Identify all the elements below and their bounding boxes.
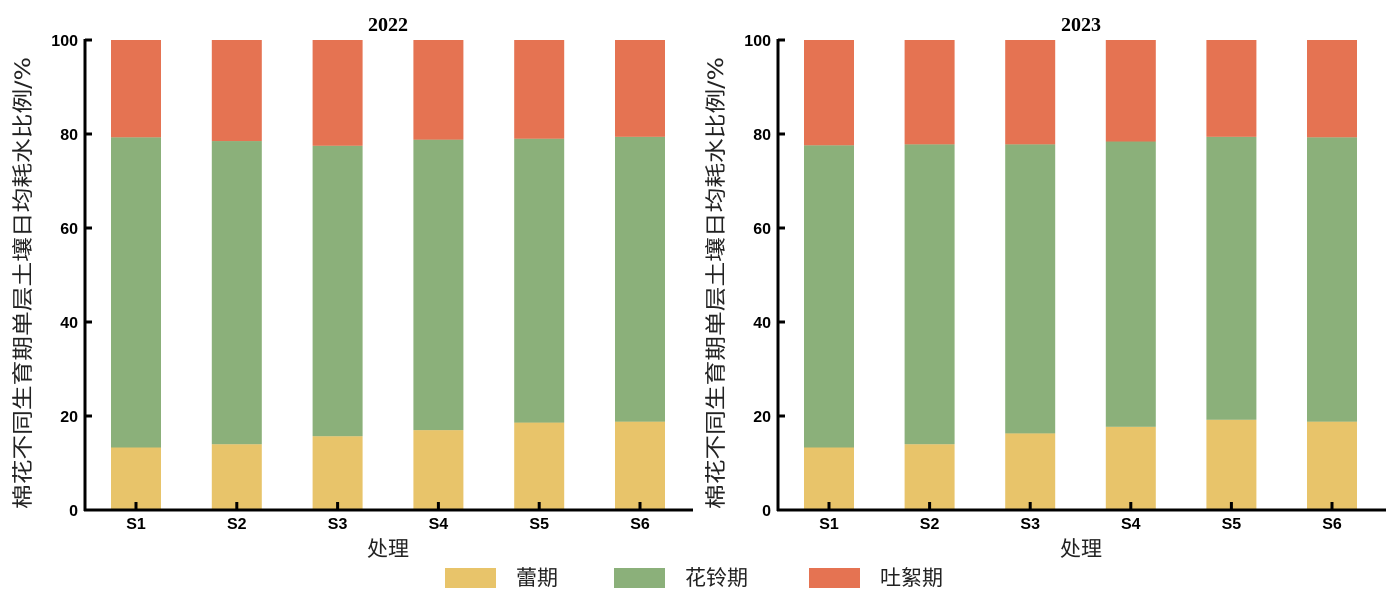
bar-segment-S6-蕾期 — [1307, 421, 1357, 510]
y-axis-label: 棉花不同生育期单层土壤日均耗水比例/% — [11, 57, 35, 509]
y-tick-label: 60 — [753, 221, 771, 238]
bar-segment-S3-蕾期 — [1005, 433, 1056, 510]
x-tick-label-S3: S3 — [1020, 516, 1040, 533]
chart-title: 2023 — [1061, 14, 1101, 36]
legend-label: 蕾期 — [516, 566, 558, 590]
x-axis-label: 处理 — [1060, 537, 1102, 561]
bar-segment-S1-蕾期 — [804, 447, 854, 510]
bar-segment-S4-花铃期 — [1105, 141, 1156, 427]
bar-segment-S5-吐絮期 — [514, 40, 565, 139]
y-tick-label: 80 — [753, 127, 771, 144]
y-tick-label: 100 — [744, 33, 771, 50]
bar-segment-S1-花铃期 — [804, 145, 854, 448]
bar-segment-S4-花铃期 — [413, 139, 464, 431]
y-tick-label: 80 — [60, 127, 78, 144]
bar-segment-S5-吐絮期 — [1206, 40, 1257, 137]
bar-segment-S2-吐絮期 — [211, 40, 262, 142]
legend-item-吐絮期: 吐絮期 — [809, 566, 943, 590]
bar-segment-S4-蕾期 — [1105, 426, 1156, 510]
bar-segment-S3-吐絮期 — [1005, 40, 1056, 145]
bar-segment-S6-吐絮期 — [615, 40, 665, 137]
y-tick-label: 60 — [60, 221, 78, 238]
legend-swatch — [445, 568, 496, 588]
bar-segment-S3-吐絮期 — [312, 40, 363, 146]
x-tick-label-S4: S4 — [429, 516, 449, 533]
legend: 蕾期 花铃期 吐絮期 — [445, 566, 943, 590]
legend-item-花铃期: 花铃期 — [614, 566, 748, 590]
bar-segment-S6-花铃期 — [615, 136, 665, 422]
y-tick-label: 40 — [60, 315, 78, 332]
y-tick-label: 20 — [60, 409, 78, 426]
legend-swatch — [614, 568, 665, 588]
x-tick-label-S2: S2 — [920, 516, 940, 533]
chart-panel-2023: 0 20 40 60 80 100 S1 S2 S3 S4 S5 S6 2023 处理 棉花不同生育期单层土… — [704, 14, 1386, 561]
y-tick-label: 20 — [753, 409, 771, 426]
legend-label: 吐絮期 — [880, 566, 943, 590]
bar-segment-S4-吐絮期 — [1105, 40, 1156, 142]
bar-segment-S6-花铃期 — [1307, 137, 1357, 422]
bar-segment-S6-蕾期 — [615, 421, 665, 510]
x-tick-label-S5: S5 — [529, 516, 549, 533]
bar-segment-S2-蕾期 — [211, 444, 262, 510]
bar-segment-S5-蕾期 — [1206, 419, 1257, 510]
bar-segment-S3-花铃期 — [1005, 144, 1056, 434]
chart-panel-2022: 0 20 40 60 80 100 S1 S2 S3 S4 S5 S6 2022 处理 棉花不同生育期单层土… — [11, 14, 693, 561]
bar-segment-S4-吐絮期 — [413, 40, 464, 140]
bar-segment-S2-花铃期 — [904, 144, 955, 445]
legend-swatch — [809, 568, 860, 588]
x-tick-label-S4: S4 — [1121, 516, 1141, 533]
bar-segment-S3-蕾期 — [312, 436, 363, 510]
y-tick-label: 100 — [51, 33, 78, 50]
bar-segment-S1-吐絮期 — [111, 40, 161, 138]
bar-segment-S5-花铃期 — [514, 138, 565, 423]
y-tick-label: 40 — [753, 315, 771, 332]
bar-segment-S2-吐絮期 — [904, 40, 955, 145]
bar-segment-S5-蕾期 — [514, 422, 565, 510]
bar-segment-S3-花铃期 — [312, 145, 363, 437]
y-axis-label: 棉花不同生育期单层土壤日均耗水比例/% — [704, 57, 728, 509]
chart-title: 2022 — [368, 14, 408, 36]
bar-segment-S1-吐絮期 — [804, 40, 854, 146]
x-tick-label-S6: S6 — [630, 516, 650, 533]
x-tick-label-S5: S5 — [1222, 516, 1242, 533]
bar-segment-S1-蕾期 — [111, 447, 161, 510]
y-tick-label: 0 — [762, 503, 771, 520]
x-tick-label-S1: S1 — [819, 516, 839, 533]
bar-segment-S1-花铃期 — [111, 137, 161, 448]
x-tick-label-S6: S6 — [1322, 516, 1342, 533]
bar-segment-S2-花铃期 — [211, 141, 262, 445]
x-tick-label-S1: S1 — [126, 516, 146, 533]
x-tick-label-S3: S3 — [328, 516, 348, 533]
legend-label: 花铃期 — [685, 566, 748, 590]
bar-segment-S6-吐絮期 — [1307, 40, 1357, 138]
x-tick-label-S2: S2 — [227, 516, 247, 533]
legend-item-蕾期: 蕾期 — [445, 566, 558, 590]
y-tick-label: 0 — [69, 503, 78, 520]
bar-segment-S2-蕾期 — [904, 444, 955, 510]
bar-segment-S5-花铃期 — [1206, 136, 1257, 420]
x-axis-label: 处理 — [367, 537, 409, 561]
bar-segment-S4-蕾期 — [413, 430, 464, 510]
